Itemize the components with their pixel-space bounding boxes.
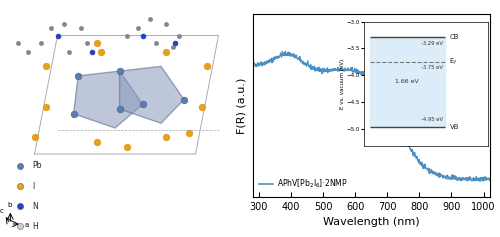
Text: I: I [32, 182, 34, 191]
Polygon shape [74, 71, 142, 128]
Polygon shape [120, 66, 184, 123]
Text: b: b [7, 202, 12, 208]
Text: c: c [0, 208, 4, 214]
Y-axis label: F(R) (a.u.): F(R) (a.u.) [237, 77, 247, 134]
Legend: APhV[Pb$_2$I$_6$]·2NMP: APhV[Pb$_2$I$_6$]·2NMP [256, 174, 351, 193]
X-axis label: Wavelength (nm): Wavelength (nm) [323, 217, 420, 227]
Text: H: H [32, 222, 38, 231]
Text: Pb: Pb [32, 161, 42, 170]
Text: a: a [24, 222, 28, 228]
Text: N: N [32, 202, 38, 211]
